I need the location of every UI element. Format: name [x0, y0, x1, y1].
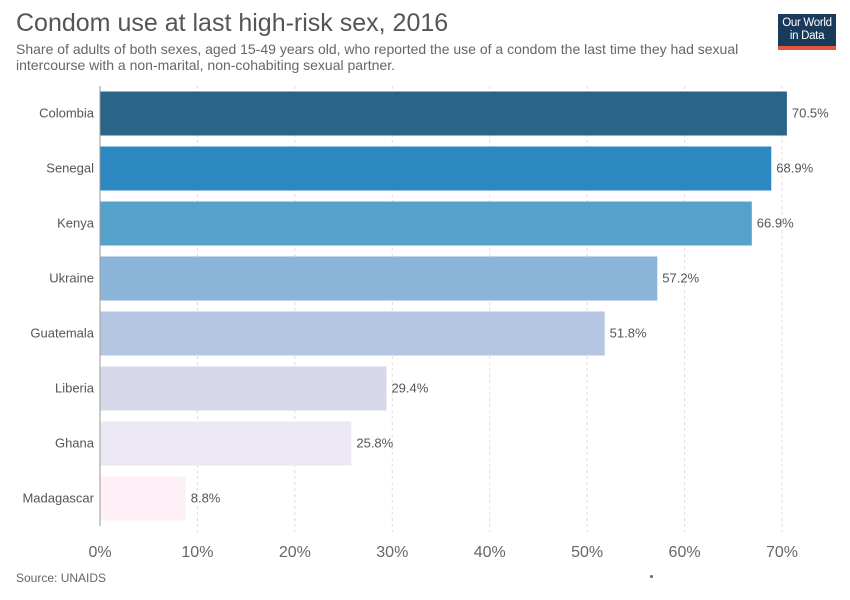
x-tick-label: 70%	[766, 544, 798, 561]
footer-dot	[650, 575, 653, 578]
value-label: 51.8%	[610, 326, 647, 341]
bar-liberia[interactable]	[100, 366, 387, 411]
category-label: Guatemala	[30, 326, 94, 341]
value-label: 68.9%	[776, 161, 813, 176]
category-label: Ghana	[55, 436, 95, 451]
value-label: 70.5%	[792, 106, 829, 121]
value-label: 66.9%	[757, 216, 794, 231]
logo-accent-bar	[778, 46, 836, 50]
bar-madagascar[interactable]	[100, 476, 186, 521]
bar-colombia[interactable]	[100, 91, 787, 136]
logo-line-1: Our World	[782, 17, 832, 29]
x-tick-label: 50%	[571, 544, 603, 561]
value-label: 25.8%	[356, 436, 393, 451]
value-label: 8.8%	[191, 491, 221, 506]
source-note[interactable]: Source: UNAIDS	[16, 571, 107, 585]
bar-ukraine[interactable]	[100, 256, 658, 301]
owid-logo[interactable]: Our World in Data	[778, 14, 836, 50]
x-tick-label: 20%	[279, 544, 311, 561]
category-label: Ukraine	[49, 271, 94, 286]
logo-line-2: in Data	[789, 30, 825, 42]
bar-kenya[interactable]	[100, 201, 752, 246]
x-tick-label: 30%	[376, 544, 408, 561]
chart-subtitle: Share of adults of both sexes, aged 15-4…	[16, 41, 739, 73]
x-tick-label: 0%	[88, 544, 111, 561]
x-tick-label: 40%	[474, 544, 506, 561]
chart-title: Condom use at last high-risk sex, 2016	[16, 9, 449, 37]
category-label: Liberia	[55, 381, 95, 396]
bar-ghana[interactable]	[100, 421, 352, 466]
bar-guatemala[interactable]	[100, 311, 605, 356]
x-tick-label: 10%	[181, 544, 213, 561]
bar-senegal[interactable]	[100, 146, 772, 191]
category-label: Kenya	[57, 216, 95, 231]
x-tick-label: 60%	[669, 544, 701, 561]
category-label: Senegal	[46, 161, 94, 176]
category-label: Madagascar	[22, 491, 94, 506]
category-label: Colombia	[39, 106, 95, 121]
value-label: 57.2%	[662, 271, 699, 286]
logo-box: Our World in Data	[778, 14, 836, 46]
value-label: 29.4%	[391, 381, 428, 396]
